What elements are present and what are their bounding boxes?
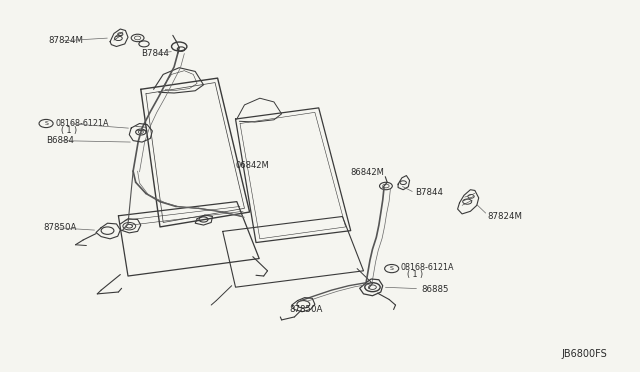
- Text: 08168-6121A: 08168-6121A: [401, 263, 454, 272]
- Text: 87824M: 87824M: [48, 36, 83, 45]
- Text: B6884: B6884: [46, 136, 74, 145]
- Text: B7844: B7844: [141, 49, 169, 58]
- Text: S: S: [44, 121, 48, 126]
- Text: 06842M: 06842M: [236, 161, 269, 170]
- Text: ( 1 ): ( 1 ): [61, 126, 77, 135]
- Text: 08168-6121A: 08168-6121A: [55, 119, 109, 128]
- Text: JB6800FS: JB6800FS: [561, 349, 607, 359]
- Text: S: S: [390, 266, 394, 271]
- Text: 87850A: 87850A: [44, 223, 77, 232]
- Text: 86885: 86885: [421, 285, 449, 294]
- Text: 86842M: 86842M: [351, 168, 385, 177]
- Text: 87824M: 87824M: [488, 212, 523, 221]
- Text: 87850A: 87850A: [289, 305, 323, 314]
- Text: B7844: B7844: [415, 188, 443, 197]
- Text: ( 1 ): ( 1 ): [407, 270, 423, 279]
